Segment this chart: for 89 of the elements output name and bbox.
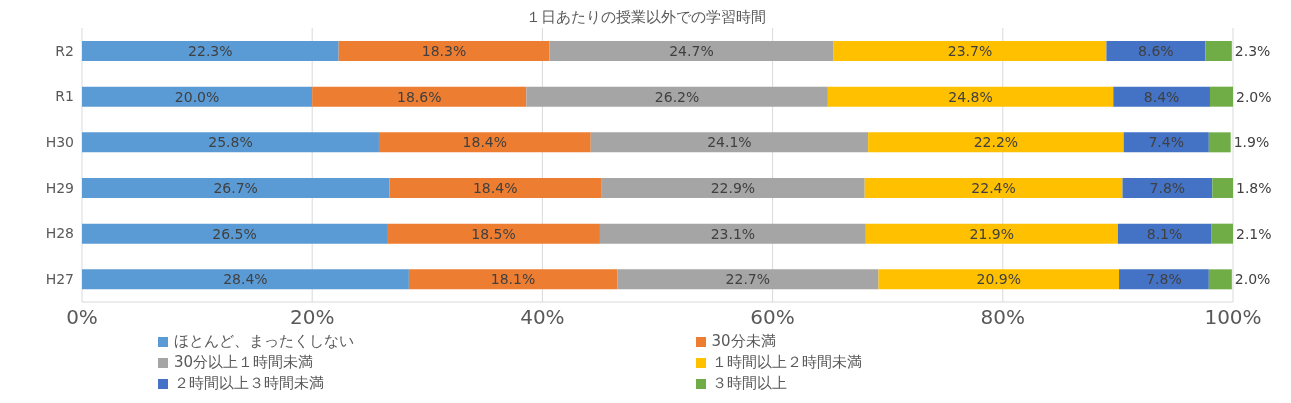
bar bbox=[82, 223, 388, 244]
bar bbox=[338, 41, 550, 61]
data-label: 2.0% bbox=[1234, 271, 1271, 288]
data-label: 8.6% bbox=[1138, 43, 1174, 59]
y-tick-label: H28 bbox=[45, 225, 74, 242]
data-label: 22.2% bbox=[973, 134, 1019, 151]
data-label: 1.8% bbox=[1236, 180, 1272, 196]
bar bbox=[389, 178, 602, 198]
bar bbox=[865, 223, 1118, 244]
legend-label: ほとんど、まったくしない bbox=[174, 332, 354, 351]
x-tick-label: 0% bbox=[66, 305, 98, 330]
bar bbox=[526, 86, 828, 107]
bar bbox=[1123, 132, 1209, 153]
data-label: 7.8% bbox=[1146, 271, 1182, 288]
x-tick-label: 20% bbox=[289, 305, 335, 330]
data-label: 7.4% bbox=[1148, 134, 1185, 151]
bar bbox=[599, 223, 866, 244]
bar bbox=[1208, 269, 1232, 290]
data-label: 8.4% bbox=[1143, 88, 1180, 105]
data-label: 18.3% bbox=[421, 43, 467, 59]
bar bbox=[387, 223, 600, 244]
bar bbox=[1209, 86, 1233, 107]
y-tick-label: R2 bbox=[55, 42, 74, 59]
x-tick-label: 100% bbox=[1204, 305, 1262, 330]
data-label: 1.9% bbox=[1233, 134, 1270, 151]
data-label: 2.3% bbox=[1234, 43, 1271, 59]
bar bbox=[1212, 178, 1233, 198]
data-label: 24.1% bbox=[707, 134, 752, 151]
data-label: 22.4% bbox=[971, 180, 1016, 196]
data-label: 22.3% bbox=[188, 43, 233, 59]
legend-label: 30分以上１時間未満 bbox=[174, 353, 314, 372]
data-label: 24.8% bbox=[948, 88, 993, 105]
x-tick-label: 40% bbox=[520, 305, 565, 330]
bar bbox=[82, 178, 390, 198]
data-label: 22.7% bbox=[725, 271, 771, 288]
bar bbox=[601, 178, 865, 198]
bar bbox=[878, 269, 1120, 290]
bar bbox=[864, 178, 1123, 198]
bar bbox=[617, 269, 879, 290]
data-label: 20.9% bbox=[976, 271, 1022, 288]
data-label: 8.1% bbox=[1146, 225, 1183, 242]
y-tick-label: H27 bbox=[45, 271, 74, 288]
data-label: 26.2% bbox=[654, 88, 700, 105]
data-label: 23.1% bbox=[710, 225, 756, 242]
bar bbox=[868, 132, 1124, 153]
data-label: 24.7% bbox=[669, 43, 714, 59]
data-label: 25.8% bbox=[208, 134, 253, 151]
data-label: 18.4% bbox=[472, 180, 518, 196]
chart-title: １日あたりの授業以外での学習時間 bbox=[524, 8, 767, 26]
data-label: 18.6% bbox=[397, 88, 442, 105]
bar bbox=[1205, 41, 1232, 61]
x-tick-label: 80% bbox=[980, 305, 1026, 330]
data-label: 20.0% bbox=[174, 88, 220, 105]
y-tick-label: R1 bbox=[55, 88, 74, 105]
legend-label: １時間以上２時間未満 bbox=[711, 353, 862, 372]
legend-label: 30分未満 bbox=[711, 332, 776, 351]
bar bbox=[82, 86, 313, 107]
data-label: 7.8% bbox=[1149, 180, 1186, 196]
bar bbox=[1117, 223, 1212, 244]
legend-label: ３時間以上 bbox=[711, 374, 787, 393]
bar bbox=[82, 269, 409, 290]
x-tick-label: 60% bbox=[750, 305, 795, 330]
bar bbox=[378, 132, 591, 153]
y-tick-label: H30 bbox=[45, 134, 74, 151]
data-label: 18.5% bbox=[471, 225, 516, 242]
bar bbox=[1113, 86, 1210, 107]
data-label: 21.9% bbox=[969, 225, 1015, 242]
data-label: 2.1% bbox=[1236, 225, 1272, 242]
y-tick-label: H29 bbox=[45, 179, 74, 196]
data-label: 18.4% bbox=[462, 134, 508, 151]
bar bbox=[590, 132, 869, 153]
bar bbox=[82, 132, 379, 153]
bar bbox=[833, 41, 1107, 61]
data-label: 18.1% bbox=[490, 271, 536, 288]
bar bbox=[1106, 41, 1206, 61]
bar bbox=[549, 41, 834, 61]
data-label: 22.9% bbox=[710, 180, 756, 196]
data-label: 2.0% bbox=[1236, 88, 1272, 105]
bar bbox=[82, 41, 339, 61]
bar bbox=[1208, 132, 1231, 153]
bar bbox=[312, 86, 527, 107]
bar bbox=[1119, 269, 1209, 290]
data-label: 28.4% bbox=[223, 271, 268, 288]
legend-label: ２時間以上３時間未満 bbox=[174, 374, 324, 393]
data-label: 26.5% bbox=[212, 225, 257, 242]
bar bbox=[408, 269, 618, 290]
bar bbox=[827, 86, 1114, 107]
data-label: 23.7% bbox=[947, 43, 993, 59]
data-label: 26.7% bbox=[213, 180, 258, 196]
